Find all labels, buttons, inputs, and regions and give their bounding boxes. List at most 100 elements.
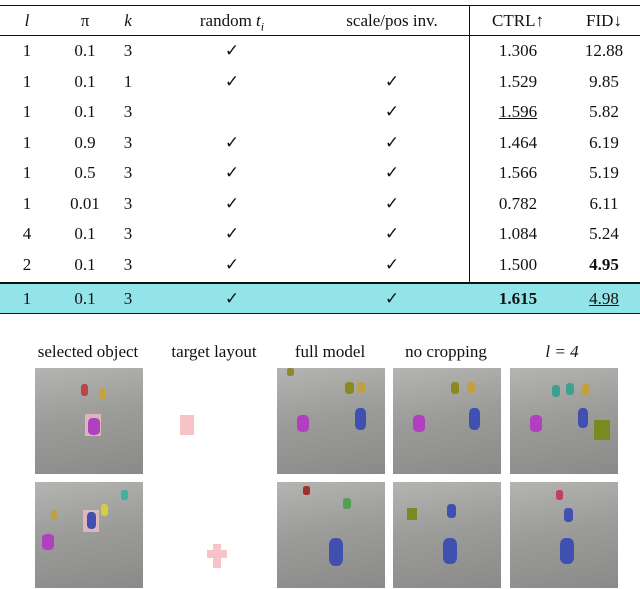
cell: 5.19 xyxy=(589,163,619,182)
figure-label: no cropping xyxy=(405,342,487,361)
table-row: 4 0.1 3 ✓ ✓ 1.084 5.24 xyxy=(0,219,640,248)
figure-label: selected object xyxy=(37,342,139,361)
header-cell: l xyxy=(24,11,30,30)
cell: ✓ xyxy=(224,132,240,152)
figure-label: l = 4 xyxy=(545,342,579,361)
cell: 1 xyxy=(22,193,32,213)
cell: ✓ xyxy=(224,289,240,308)
header-text: random xyxy=(199,11,252,30)
cell: 0.1 xyxy=(74,289,96,308)
cell: 3 xyxy=(123,163,133,182)
cell: 1 xyxy=(22,102,32,121)
cell: ✓ xyxy=(384,71,400,91)
cell: 3 xyxy=(123,289,133,308)
cell: 3 xyxy=(123,254,133,274)
cell: ✓ xyxy=(224,254,240,274)
header-cell: π xyxy=(80,11,90,30)
cell: 1 xyxy=(22,132,32,152)
table-row: 1 0.1 3 ✓ 1.596 5.82 xyxy=(0,97,640,126)
figure-label: target layout xyxy=(171,342,257,361)
cell: 0.1 xyxy=(74,41,96,60)
cell: ✓ xyxy=(384,254,400,274)
cell: 5.24 xyxy=(589,224,619,243)
image xyxy=(393,368,501,474)
cell: 5.82 xyxy=(589,102,619,121)
cell: ✓ xyxy=(384,224,400,243)
cell: 4.98 xyxy=(589,289,619,308)
cell: ✓ xyxy=(384,132,400,152)
cell: 1.084 xyxy=(498,224,538,243)
cell: 1 xyxy=(22,71,32,91)
cell: 3 xyxy=(123,102,133,121)
cell: 1.464 xyxy=(498,132,538,152)
cell: 3 xyxy=(123,224,133,243)
header-cell: k xyxy=(124,11,132,30)
cell: 1.596 xyxy=(498,102,538,121)
cell: ✓ xyxy=(384,163,400,182)
cell: 1.500 xyxy=(498,254,538,274)
math: t xyxy=(256,11,261,30)
divider xyxy=(469,5,470,314)
layout-box xyxy=(180,415,194,435)
cell: 1.615 xyxy=(498,289,538,308)
cell: 2 xyxy=(22,254,32,274)
image xyxy=(393,482,501,588)
cell: 4 xyxy=(22,224,32,243)
cell: 1 xyxy=(123,71,133,91)
table-row: 1 0.01 3 ✓ ✓ 0.782 6.11 xyxy=(0,189,640,218)
cell: 1.529 xyxy=(498,71,538,91)
cell: 3 xyxy=(123,193,133,213)
figure-label: full model xyxy=(294,342,366,361)
cell: 6.11 xyxy=(589,193,619,213)
image xyxy=(35,368,143,474)
rule xyxy=(0,282,640,284)
cell: 3 xyxy=(123,41,133,60)
header-cell: random ti xyxy=(200,6,264,35)
cell: 0.01 xyxy=(70,193,100,213)
cell: 0.1 xyxy=(74,224,96,243)
cell: 9.85 xyxy=(589,71,619,91)
cell: 1 xyxy=(22,41,32,60)
cell: 1.306 xyxy=(498,41,538,60)
cell: 0.1 xyxy=(74,254,96,274)
cell: 0.1 xyxy=(74,102,96,121)
cell: ✓ xyxy=(384,102,400,121)
layout-box xyxy=(207,550,227,558)
cell: 12.88 xyxy=(584,41,624,60)
table-row: 1 0.9 3 ✓ ✓ 1.464 6.19 xyxy=(0,128,640,157)
cell: 1 xyxy=(22,289,32,308)
rule xyxy=(0,313,640,314)
header-row: l π k random ti scale/pos inv. CTRL↑ FID↓ xyxy=(0,6,640,35)
cell: ✓ xyxy=(224,224,240,243)
image xyxy=(510,482,618,588)
image xyxy=(277,482,385,588)
table-row: 1 0.1 1 ✓ ✓ 1.529 9.85 xyxy=(0,67,640,96)
cell: ✓ xyxy=(384,193,400,213)
header-cell: CTRL↑ xyxy=(492,11,544,30)
cell: 6.19 xyxy=(589,132,619,152)
table-row: 1 0.5 3 ✓ ✓ 1.566 5.19 xyxy=(0,158,640,187)
cell: ✓ xyxy=(224,71,240,91)
cell: 0.9 xyxy=(74,132,96,152)
cell: 0.782 xyxy=(498,193,538,213)
table-row: 2 0.1 3 ✓ ✓ 1.500 4.95 xyxy=(0,250,640,279)
cell: 3 xyxy=(123,132,133,152)
image xyxy=(35,482,143,588)
subscript: i xyxy=(260,19,265,34)
cell: ✓ xyxy=(384,289,400,308)
table-row: 1 0.1 3 ✓ ✓ 1.615 4.98 xyxy=(0,284,640,313)
table-row: 1 0.1 3 ✓ 1.306 12.88 xyxy=(0,36,640,65)
cell: ✓ xyxy=(224,41,240,60)
image xyxy=(277,368,385,474)
cell: 0.5 xyxy=(74,163,96,182)
rule xyxy=(0,35,640,36)
rule xyxy=(0,5,640,6)
cell: ✓ xyxy=(224,193,240,213)
cell: 1 xyxy=(22,163,32,182)
image xyxy=(510,368,618,474)
cell: 0.1 xyxy=(74,71,96,91)
cell: 4.95 xyxy=(589,254,619,274)
cell: 1.566 xyxy=(498,163,538,182)
cell: ✓ xyxy=(224,163,240,182)
